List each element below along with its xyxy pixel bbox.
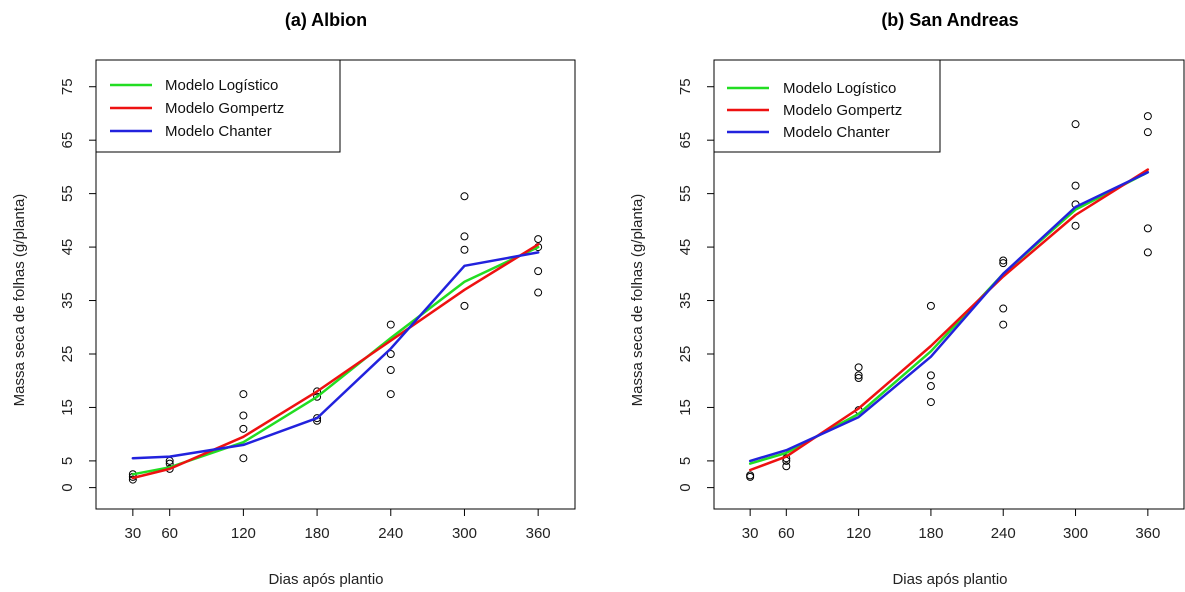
data-point: [534, 267, 543, 276]
data-point: [746, 472, 755, 481]
legend-label-chanter: Modelo Chanter: [165, 123, 272, 140]
x-tick-label: 120: [846, 525, 871, 542]
data-point: [128, 475, 137, 484]
data-point: [1143, 128, 1152, 137]
data-point: [460, 232, 469, 241]
series-line-gompertz: [131, 243, 540, 480]
y-tick-label: 35: [677, 292, 694, 309]
data-point: [926, 398, 935, 407]
data-point: [534, 235, 543, 244]
legend-box: [713, 59, 941, 153]
x-tick-label: 360: [1135, 525, 1160, 542]
data-point: [926, 301, 935, 310]
series-line-logistico: [131, 245, 540, 476]
series-line-gompertz: [748, 168, 1150, 472]
legend-label-logistico: Modelo Logístico: [165, 77, 278, 94]
data-point: [239, 411, 248, 420]
legend-label-gompertz: Modelo Gompertz: [165, 100, 284, 117]
plot-frame: [713, 59, 1185, 510]
y-tick-label: 75: [677, 78, 694, 95]
data-point: [746, 471, 755, 480]
x-tick-label: 300: [1063, 525, 1088, 542]
data-point: [460, 192, 469, 201]
chart-panel-albion: (a) Albion Massa seca de folhas (g/plant…: [11, 10, 576, 588]
data-point: [999, 304, 1008, 313]
y-tick-label: 25: [677, 346, 694, 363]
data-point: [926, 382, 935, 391]
series-line-chanter: [131, 251, 540, 460]
y-axis-label: Massa seca de folhas (g/planta): [11, 194, 28, 407]
x-tick-label: 180: [918, 525, 943, 542]
x-tick-label: 60: [161, 525, 178, 542]
data-point: [534, 288, 543, 297]
data-point: [854, 363, 863, 372]
y-tick-label: 55: [677, 185, 694, 202]
data-point: [999, 259, 1008, 268]
legend-box: [95, 59, 341, 153]
legend-label-logistico: Modelo Logístico: [783, 80, 896, 97]
x-tick-label: 360: [526, 525, 551, 542]
data-point: [1143, 248, 1152, 257]
series-line-logistico: [748, 171, 1150, 465]
y-tick-label: 0: [677, 483, 694, 491]
data-point: [1071, 120, 1080, 129]
data-point: [386, 349, 395, 358]
y-axis-label: Massa seca de folhas (g/planta): [629, 194, 646, 407]
x-tick-label: 240: [378, 525, 403, 542]
y-tick-label: 45: [59, 239, 76, 256]
legend-label-gompertz: Modelo Gompertz: [783, 102, 902, 119]
y-tick-label: 5: [59, 457, 76, 465]
data-point: [386, 320, 395, 329]
data-layer: 30 60 120 180 240 300 360 0 5 15 25 35 45 55 65 75: [677, 78, 1160, 542]
x-tick-label: 60: [778, 525, 795, 542]
data-point: [239, 390, 248, 399]
data-point: [460, 301, 469, 310]
data-point: [1071, 221, 1080, 230]
data-point: [313, 387, 322, 396]
data-point: [386, 390, 395, 399]
y-tick-label: 0: [59, 483, 76, 491]
data-point: [926, 371, 935, 380]
legend: Modelo Logístico Modelo Gompertz Modelo …: [95, 59, 341, 153]
data-point: [1071, 181, 1080, 190]
data-point: [386, 366, 395, 375]
x-tick-label: 300: [452, 525, 477, 542]
data-point: [313, 392, 322, 401]
legend: Modelo Logístico Modelo Gompertz Modelo …: [713, 59, 941, 153]
y-tick-label: 5: [677, 457, 694, 465]
y-tick-label: 35: [59, 292, 76, 309]
y-tick-label: 55: [59, 185, 76, 202]
x-tick-label: 30: [742, 525, 759, 542]
x-tick-label: 180: [305, 525, 330, 542]
x-tick-label: 240: [991, 525, 1016, 542]
y-tick-label: 75: [59, 78, 76, 95]
data-point: [854, 374, 863, 383]
y-tick-label: 15: [677, 399, 694, 416]
x-tick-label: 30: [125, 525, 142, 542]
y-tick-label: 45: [677, 239, 694, 256]
y-tick-label: 25: [59, 346, 76, 363]
y-tick-label: 65: [59, 132, 76, 149]
data-point: [1143, 112, 1152, 121]
data-point: [239, 454, 248, 463]
x-axis-label: Dias após plantio: [268, 571, 383, 588]
data-point: [782, 462, 791, 471]
series-line-chanter: [748, 171, 1150, 463]
data-point: [1143, 224, 1152, 233]
data-point: [854, 371, 863, 380]
data-layer: 30 60 120 180 240 300 360 0 5 15 25 35 45 55 65 75: [59, 78, 551, 542]
data-point: [999, 320, 1008, 329]
chart-panel-san-andreas: (b) San Andreas Massa seca de folhas (g/…: [629, 10, 1185, 588]
data-point: [239, 424, 248, 433]
chart-title: (a) Albion: [285, 10, 367, 30]
x-tick-label: 120: [231, 525, 256, 542]
legend-label-chanter: Modelo Chanter: [783, 124, 890, 141]
y-tick-label: 65: [677, 132, 694, 149]
data-point: [999, 256, 1008, 265]
chart-title: (b) San Andreas: [881, 10, 1018, 30]
data-point: [460, 245, 469, 254]
x-axis-label: Dias após plantio: [892, 571, 1007, 588]
y-tick-label: 15: [59, 399, 76, 416]
